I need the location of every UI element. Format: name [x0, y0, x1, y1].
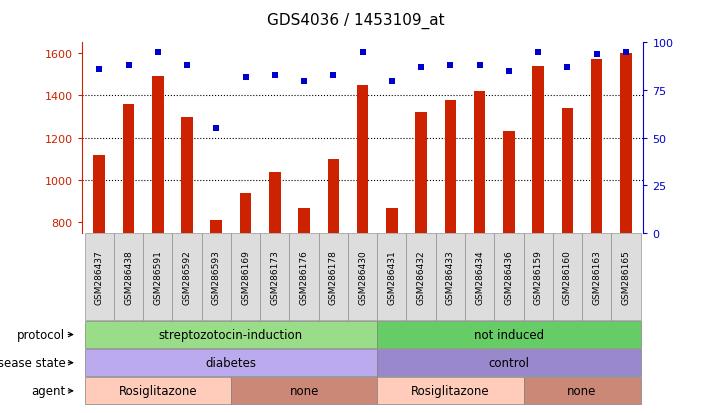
Text: GSM286163: GSM286163: [592, 249, 601, 304]
Text: diabetes: diabetes: [205, 356, 257, 369]
Text: not induced: not induced: [474, 328, 544, 341]
Text: GSM286159: GSM286159: [534, 249, 542, 304]
Text: GSM286437: GSM286437: [95, 249, 104, 304]
Text: disease state: disease state: [0, 356, 65, 369]
Point: [152, 50, 164, 56]
Point: [415, 65, 427, 71]
Bar: [181, 117, 193, 233]
Text: GSM286431: GSM286431: [387, 249, 396, 304]
Text: GSM286160: GSM286160: [563, 249, 572, 304]
Bar: [298, 208, 310, 233]
Bar: [93, 155, 105, 233]
Point: [269, 72, 281, 79]
Text: Rosiglitazone: Rosiglitazone: [411, 385, 490, 397]
Point: [444, 63, 456, 69]
Bar: [386, 208, 397, 233]
Point: [328, 72, 339, 79]
Point: [386, 78, 397, 85]
Text: streptozotocin-induction: streptozotocin-induction: [159, 328, 303, 341]
Text: GSM286176: GSM286176: [299, 249, 309, 304]
Bar: [152, 77, 164, 233]
Point: [503, 69, 515, 75]
Text: GSM286591: GSM286591: [154, 249, 162, 304]
Point: [474, 63, 486, 69]
Point: [591, 52, 602, 58]
Point: [533, 50, 544, 56]
Text: GSM286165: GSM286165: [621, 249, 631, 304]
Point: [299, 78, 310, 85]
Point: [240, 74, 251, 81]
Bar: [444, 100, 456, 233]
Text: GSM286432: GSM286432: [417, 249, 426, 304]
Bar: [328, 159, 339, 233]
Bar: [474, 92, 486, 233]
Text: GDS4036 / 1453109_at: GDS4036 / 1453109_at: [267, 12, 444, 28]
Text: GSM286438: GSM286438: [124, 249, 133, 304]
Bar: [123, 104, 134, 233]
Point: [357, 50, 368, 56]
Bar: [269, 172, 281, 233]
Text: GSM286178: GSM286178: [329, 249, 338, 304]
Text: GSM286430: GSM286430: [358, 249, 367, 304]
Text: protocol: protocol: [17, 328, 65, 341]
Bar: [357, 85, 368, 233]
Bar: [210, 221, 223, 233]
Text: GSM286434: GSM286434: [475, 249, 484, 304]
Bar: [533, 66, 544, 233]
Text: none: none: [567, 385, 597, 397]
Text: GSM286593: GSM286593: [212, 249, 221, 304]
Bar: [415, 113, 427, 233]
Point: [94, 66, 105, 73]
Text: agent: agent: [31, 385, 65, 397]
Text: Rosiglitazone: Rosiglitazone: [119, 385, 197, 397]
Point: [210, 126, 222, 132]
Point: [123, 63, 134, 69]
Text: GSM286169: GSM286169: [241, 249, 250, 304]
Point: [181, 63, 193, 69]
Text: GSM286173: GSM286173: [270, 249, 279, 304]
Text: GSM286433: GSM286433: [446, 249, 455, 304]
Text: GSM286436: GSM286436: [504, 249, 513, 304]
Bar: [591, 60, 602, 233]
Text: GSM286592: GSM286592: [183, 249, 191, 304]
Text: control: control: [488, 356, 530, 369]
Bar: [562, 109, 573, 233]
Bar: [503, 132, 515, 233]
Bar: [620, 54, 632, 233]
Point: [562, 65, 573, 71]
Bar: [240, 193, 252, 233]
Point: [620, 50, 631, 56]
Text: none: none: [289, 385, 319, 397]
